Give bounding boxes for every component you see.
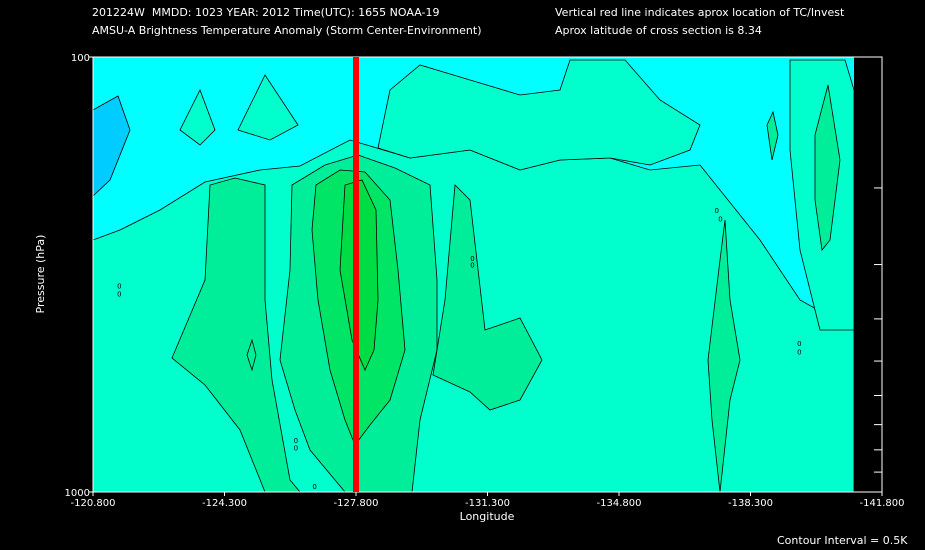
contour-interval-note: Contour Interval = 0.5K bbox=[777, 534, 908, 547]
contour-region bbox=[707, 219, 741, 493]
x-tick-label: -120.800 bbox=[71, 498, 116, 509]
contour-label: 0 bbox=[294, 437, 298, 445]
contour-label: 0 bbox=[117, 291, 121, 299]
contour-label: 0 bbox=[312, 483, 316, 491]
anomaly-field bbox=[92, 57, 855, 493]
header-line1-right: Vertical red line indicates aprox locati… bbox=[555, 6, 845, 19]
contour-label: 0 bbox=[797, 348, 801, 356]
header-line2-right: Aprox latitude of cross section is 8.34 bbox=[555, 24, 762, 37]
x-tick-label: -141.800 bbox=[860, 498, 905, 509]
contour-region bbox=[237, 74, 299, 141]
y-axis-title: Pressure (hPa) bbox=[34, 235, 47, 314]
contour-region bbox=[814, 84, 841, 251]
contour-region bbox=[377, 59, 701, 171]
contour-label: 0 bbox=[470, 255, 474, 263]
y-tick-label: 1000 bbox=[65, 488, 90, 499]
header-line1-left: 201224W MMDD: 1023 YEAR: 2012 Time(UTC):… bbox=[92, 6, 440, 19]
contour-label: 0 bbox=[117, 282, 121, 290]
x-axis-title: Longitude bbox=[460, 510, 515, 523]
contour-region bbox=[246, 338, 257, 372]
contour-label: 0 bbox=[718, 215, 722, 223]
y-tick-label: 100 bbox=[71, 53, 90, 64]
x-tick-label: -127.800 bbox=[334, 498, 379, 509]
contour-region bbox=[766, 110, 779, 161]
contour-label: 0 bbox=[470, 262, 474, 270]
contour-label: 0 bbox=[294, 444, 298, 452]
x-axis: -120.800 -124.300 -127.800 -131.300 -134.800… bbox=[71, 492, 905, 509]
contour-region bbox=[432, 184, 543, 411]
header-line2-left: AMSU-A Brightness Temperature Anomaly (S… bbox=[92, 24, 482, 37]
x-tick-label: -134.800 bbox=[597, 498, 642, 509]
contour-label: 0 bbox=[714, 207, 718, 215]
contour-region bbox=[171, 177, 301, 493]
x-tick-label: -138.300 bbox=[728, 498, 773, 509]
y-axis: 100 1000 bbox=[65, 53, 93, 499]
y-minor-ticks bbox=[874, 187, 882, 473]
contour-label: 0 bbox=[797, 340, 801, 348]
x-tick-label: -131.300 bbox=[465, 498, 510, 509]
x-tick-label: -124.300 bbox=[202, 498, 247, 509]
contour-region bbox=[179, 89, 216, 146]
